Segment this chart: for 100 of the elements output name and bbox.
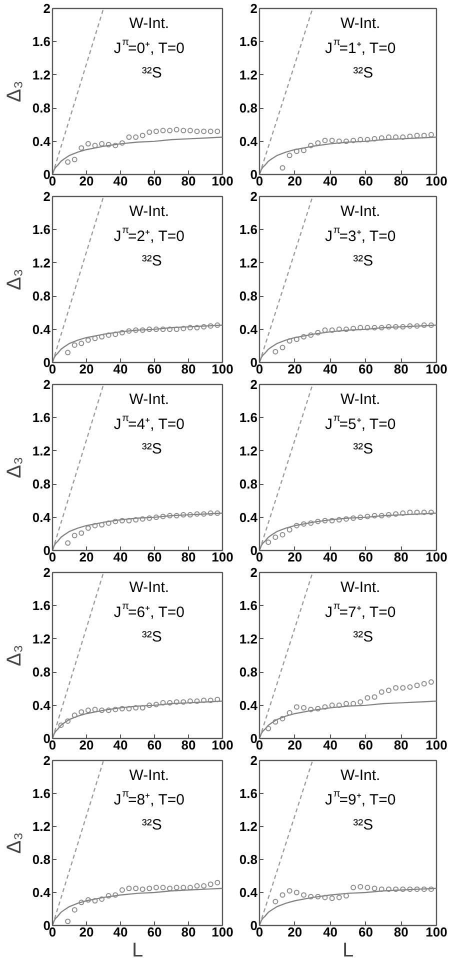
- y-tick-label: 1.6: [32, 34, 51, 50]
- x-tick-label: 20: [79, 738, 94, 752]
- y-tick-label: 2: [250, 1, 258, 16]
- annotation: ³²S: [353, 816, 374, 834]
- x-tick-label: 60: [147, 174, 162, 188]
- y-tick-label: 0.8: [32, 476, 51, 492]
- y-tick-label: 0.8: [32, 664, 51, 680]
- x-tick-label: 100: [426, 738, 448, 752]
- y-tick-label: 2: [43, 753, 51, 768]
- y-tick-label: 2: [43, 377, 51, 392]
- x-tick-label: 100: [212, 738, 234, 752]
- annotation: W-Int.: [129, 202, 170, 220]
- x-tick-label: 40: [323, 550, 338, 564]
- x-tick-label: 100: [212, 174, 234, 188]
- y-axis-title: Δ₃: [3, 268, 26, 290]
- x-tick-label: 20: [79, 924, 94, 940]
- y-tick-label: 0.4: [239, 134, 258, 149]
- y-tick-label: 0.4: [32, 322, 52, 337]
- x-tick-label: 100: [426, 174, 448, 188]
- y-tick-label: 1.2: [32, 255, 51, 270]
- x-tick-label: 40: [323, 174, 338, 188]
- x-tick-label: 60: [358, 550, 373, 564]
- x-tick-label: 40: [113, 174, 128, 188]
- y-tick-label: 2: [250, 565, 258, 580]
- annotation: W-Int.: [129, 14, 170, 32]
- y-tick-label: 2: [43, 565, 51, 580]
- y-tick-label: 0.8: [32, 852, 51, 867]
- y-tick-label: 0.8: [239, 476, 258, 492]
- y-tick-label: 1.6: [239, 34, 258, 50]
- x-tick-label: 80: [181, 174, 196, 188]
- y-tick-label: 0.4: [239, 510, 258, 525]
- y-tick-label: 1.6: [239, 598, 258, 614]
- x-tick-label: 20: [288, 550, 302, 564]
- y-tick-label: 0.4: [239, 322, 258, 337]
- annotation: ³²S: [353, 628, 374, 646]
- x-tick-label: 80: [394, 174, 408, 188]
- y-tick-label: 1.2: [239, 67, 258, 82]
- x-tick-label: 100: [212, 550, 234, 564]
- x-tick-label: 40: [113, 550, 128, 564]
- y-tick-label: 0.4: [32, 885, 52, 900]
- annotation: W-Int.: [340, 202, 380, 220]
- x-tick-label: 20: [288, 738, 302, 752]
- x-tick-label: 80: [394, 362, 408, 376]
- y-tick-label: 1.6: [32, 598, 51, 614]
- x-tick-label: 40: [323, 362, 338, 376]
- x-tick-label: 60: [147, 924, 162, 940]
- y-tick-label: 2: [43, 1, 51, 16]
- y-tick-label: 1.2: [32, 631, 51, 646]
- y-tick-label: 1.6: [239, 786, 258, 801]
- y-tick-label: 2: [250, 189, 258, 204]
- x-tick-label: 40: [323, 924, 338, 940]
- x-tick-label: 40: [113, 924, 128, 940]
- annotation: ³²S: [353, 252, 374, 270]
- x-tick-label: 60: [358, 738, 373, 752]
- x-tick-label: 80: [181, 924, 196, 940]
- annotation: ³²S: [353, 64, 374, 82]
- y-tick-label: 0.4: [32, 698, 52, 713]
- y-tick-label: 1.6: [32, 410, 51, 426]
- y-tick-label: 1.6: [239, 222, 258, 238]
- y-tick-label: 1.6: [32, 786, 51, 801]
- annotation: ³²S: [142, 816, 162, 834]
- x-tick-label: 100: [426, 550, 448, 564]
- y-tick-label: 0.8: [239, 288, 258, 304]
- y-tick-label: 0.8: [239, 664, 258, 680]
- x-tick-label: 20: [79, 362, 94, 376]
- y-axis-title: Δ₃: [3, 832, 26, 854]
- annotation: W-Int.: [129, 578, 170, 596]
- annotation: W-Int.: [129, 390, 170, 408]
- y-tick-label: 1.2: [32, 443, 51, 458]
- y-tick-label: 1.2: [239, 819, 258, 834]
- y-axis-title: Δ₃: [3, 456, 26, 478]
- y-axis-title: Δ₃: [3, 644, 26, 666]
- x-tick-label: 40: [113, 738, 128, 752]
- y-tick-label: 2: [43, 189, 51, 204]
- y-tick-label: 2: [250, 753, 258, 768]
- y-tick-label: 0.4: [32, 510, 52, 525]
- y-tick-label: 2: [250, 377, 258, 392]
- annotation: W-Int.: [129, 766, 170, 784]
- y-tick-label: 0.8: [32, 288, 51, 304]
- x-tick-label: 20: [79, 174, 94, 188]
- x-tick-label: 60: [147, 550, 162, 564]
- annotation: W-Int.: [340, 578, 380, 596]
- annotation: ³²S: [142, 252, 162, 270]
- annotation: W-Int.: [340, 14, 380, 32]
- y-axis-title: Δ₃: [3, 80, 26, 102]
- x-tick-label: 60: [358, 174, 373, 188]
- x-tick-label: 40: [113, 362, 128, 376]
- x-tick-label: 20: [79, 550, 94, 564]
- y-tick-label: 1.2: [239, 631, 258, 646]
- y-tick-label: 0.4: [239, 885, 258, 900]
- y-tick-label: 1.2: [32, 67, 51, 82]
- annotation: ³²S: [353, 440, 374, 458]
- x-tick-label: 20: [288, 362, 302, 376]
- y-tick-label: 0.8: [32, 100, 51, 116]
- y-tick-label: 0.4: [32, 134, 52, 149]
- x-tick-label: 100: [212, 924, 234, 940]
- x-tick-label: 60: [147, 362, 162, 376]
- x-tick-label: 60: [358, 924, 373, 940]
- annotation: ³²S: [142, 64, 162, 82]
- x-tick-label: 80: [181, 738, 196, 752]
